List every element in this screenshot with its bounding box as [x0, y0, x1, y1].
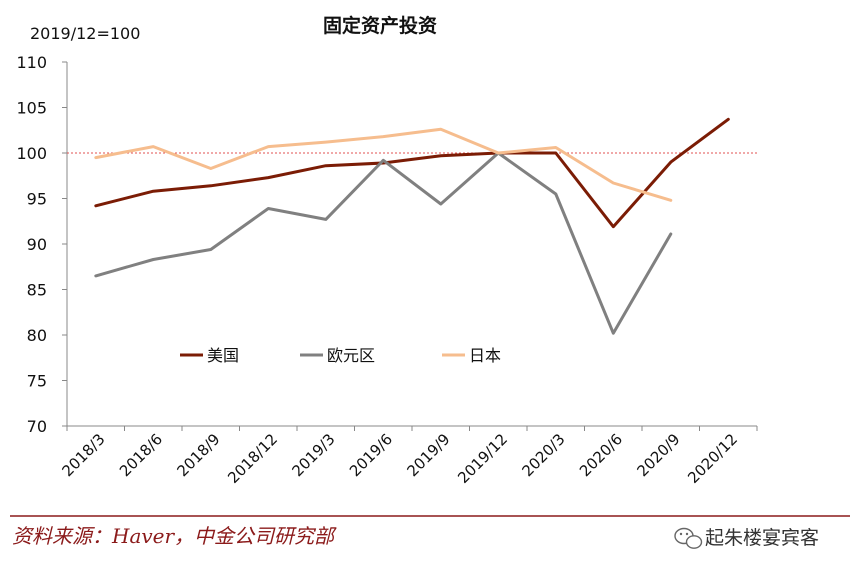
x-tick-label: 2018/3 [59, 430, 109, 480]
legend-label-2: 日本 [469, 346, 501, 365]
y-tick-label: 70 [27, 417, 47, 436]
y-tick-label: 85 [27, 281, 47, 300]
watermark-text: 起朱楼宴宾客 [705, 526, 819, 549]
x-tick-label: 2019/12 [454, 430, 511, 487]
x-tick-label: 2018/9 [174, 430, 224, 480]
legend-label-1: 欧元区 [327, 346, 375, 365]
series-group [94, 117, 730, 335]
y-tick-label: 110 [16, 53, 47, 72]
y-tick-label: 105 [16, 99, 47, 118]
y-tick-label: 80 [27, 326, 47, 345]
legend-label-0: 美国 [207, 346, 239, 365]
series-line-0 [94, 117, 730, 229]
x-tick-label: 2019/9 [404, 430, 454, 480]
y-tick-label: 90 [27, 235, 47, 254]
x-tick-label: 2019/6 [346, 430, 396, 480]
x-tick-label: 2020/3 [519, 430, 569, 480]
series-line-1 [94, 151, 673, 335]
legend: 美国 欧元区 日本 [180, 346, 501, 365]
y-tick-label: 100 [16, 144, 47, 163]
x-tick-label: 2020/6 [576, 430, 626, 480]
series-line-2 [94, 127, 673, 202]
y-axis: 70 75 80 85 90 95 100 105 110 [16, 53, 68, 436]
x-tick-label: 2020/12 [684, 430, 741, 487]
unit-label: 2019/12=100 [30, 24, 140, 43]
x-tick-label: 2020/9 [634, 430, 684, 480]
x-tick-label: 2019/3 [289, 430, 339, 480]
chart-title: 固定资产投资 [323, 14, 437, 37]
wechat-icon [674, 527, 703, 549]
y-tick-label: 75 [27, 372, 47, 391]
source-text: 资料来源：Haver，中金公司研究部 [12, 524, 337, 548]
x-tick-label: 2018/6 [116, 430, 166, 480]
y-tick-label: 95 [27, 190, 47, 209]
x-tick-label: 2018/12 [224, 430, 281, 487]
x-axis: 2018/3 2018/6 2018/9 2018/12 2019/3 2019/6 201… [59, 425, 758, 487]
